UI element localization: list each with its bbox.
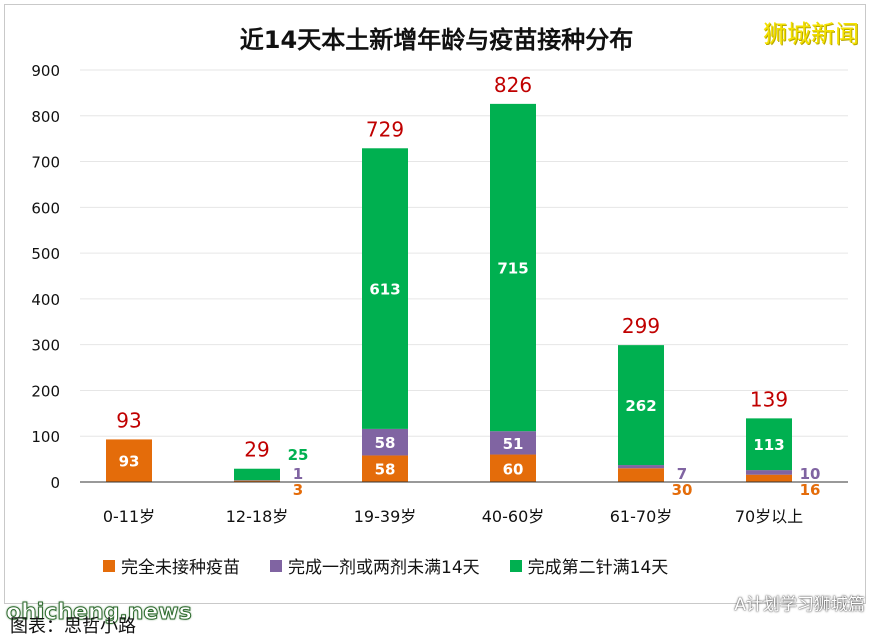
bar-segment — [490, 103, 536, 432]
bar-segment — [490, 431, 536, 455]
x-tick-label: 19-39岁 — [354, 507, 417, 526]
legend-label-full: 完成第二针满14天 — [527, 558, 669, 578]
total-label: 729 — [366, 117, 404, 141]
data-label: 93 — [119, 453, 140, 471]
side-data-label: 10 — [800, 465, 821, 483]
side-data-label: 1 — [293, 465, 303, 483]
y-tick-label: 500 — [31, 245, 60, 263]
y-tick-label: 200 — [31, 382, 60, 400]
x-tick-label: 70岁以上 — [735, 507, 803, 526]
source-watermark: ohicheng.news — [6, 600, 193, 626]
data-label: 51 — [503, 435, 524, 453]
chart-frame — [4, 4, 866, 604]
y-tick-label: 700 — [31, 154, 60, 172]
y-axis: 0 100 200 300 400 500 600 700 800 900 — [31, 62, 60, 492]
bar-segment — [362, 148, 408, 429]
total-label: 93 — [116, 408, 141, 432]
bar-segment — [746, 470, 792, 475]
bar-segment — [618, 345, 664, 466]
x-tick-label: 12-18岁 — [226, 507, 289, 526]
y-tick-label: 0 — [50, 474, 60, 492]
total-label: 29 — [244, 438, 269, 462]
side-data-label: 3 — [293, 481, 303, 499]
x-tick-label: 40-60岁 — [482, 507, 545, 526]
data-label: 715 — [497, 260, 528, 278]
bar-segment — [362, 455, 408, 482]
legend-item-partial: 完成一剂或两剂未满14天 — [270, 553, 480, 578]
y-tick-label: 300 — [31, 337, 60, 355]
total-label: 826 — [494, 73, 532, 97]
data-label: 113 — [753, 436, 784, 454]
y-tick-label: 800 — [31, 108, 60, 126]
y-tick-label: 100 — [31, 428, 60, 446]
bar-segment — [234, 480, 280, 482]
x-tick-label: 0-11岁 — [103, 507, 155, 526]
bar-segment — [234, 468, 280, 481]
y-tick-label: 600 — [31, 199, 60, 217]
account-watermark: A计划学习狮城篇 — [734, 595, 865, 615]
total-label: 299 — [622, 314, 660, 338]
data-label: 58 — [375, 461, 396, 479]
chart-caption: 图表：思哲小路 — [10, 616, 136, 637]
gridlines — [80, 69, 848, 483]
bar-segment — [362, 428, 408, 456]
brand-logo-text: 狮城新闻 — [763, 20, 859, 48]
side-data-label: 7 — [677, 465, 687, 483]
x-axis: 0-11岁 12-18岁 19-39岁 40-60岁 61-70岁 70岁以上 — [80, 481, 848, 526]
chart-title: 近14天本土新增年龄与疫苗接种分布 — [239, 26, 634, 54]
y-tick-label: 900 — [31, 62, 60, 80]
bar-segment — [746, 418, 792, 471]
legend-label-partial: 完成一剂或两剂未满14天 — [288, 558, 480, 578]
legend: 完全未接种疫苗 完成一剂或两剂未满14天 完成第二针满14天 — [103, 553, 668, 578]
x-tick-label: 61-70岁 — [610, 507, 673, 526]
bar-segment — [490, 454, 536, 482]
side-data-label: 30 — [672, 481, 693, 499]
data-label: 613 — [369, 281, 400, 299]
data-label: 60 — [503, 460, 524, 478]
bar-segment — [106, 439, 152, 482]
bar-segment — [618, 468, 664, 482]
legend-item-unvaccinated: 完全未接种疫苗 — [103, 553, 240, 578]
legend-label-unvaccinated: 完全未接种疫苗 — [121, 558, 240, 578]
legend-swatch-full — [509, 559, 522, 572]
bar-segment — [618, 465, 664, 469]
side-data-label: 25 — [288, 446, 309, 464]
bar-segment — [234, 480, 280, 481]
side-data-label: 16 — [800, 481, 821, 499]
legend-swatch-partial — [270, 559, 282, 572]
y-tick-label: 400 — [31, 291, 60, 309]
data-label: 262 — [625, 397, 656, 415]
data-label: 58 — [375, 434, 396, 452]
legend-item-full: 完成第二针满14天 — [509, 553, 669, 578]
bar-segment — [746, 474, 792, 482]
legend-swatch-unvaccinated — [103, 559, 115, 572]
total-label: 139 — [750, 387, 788, 411]
